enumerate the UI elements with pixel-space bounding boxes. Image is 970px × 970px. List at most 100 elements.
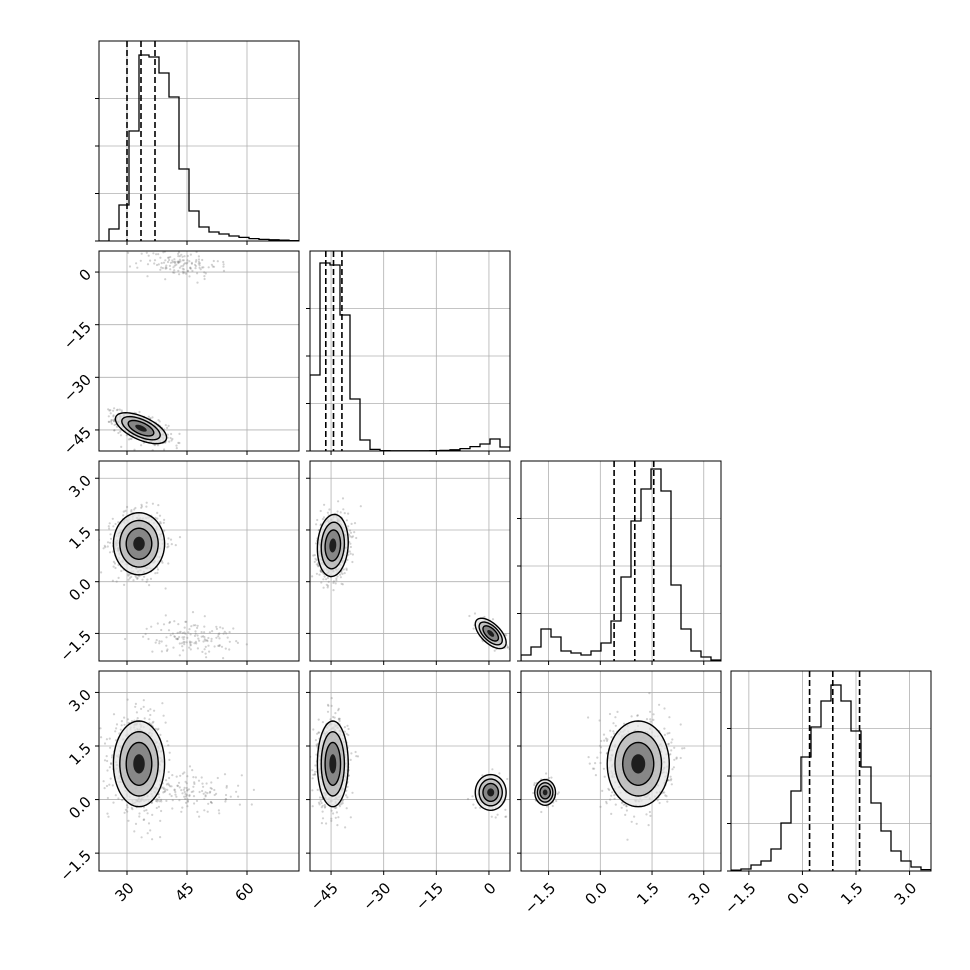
- sample-point: [323, 503, 326, 506]
- sample-point: [193, 802, 196, 805]
- sample-point: [126, 810, 129, 813]
- sample-point: [198, 639, 201, 642]
- sample-point: [228, 648, 231, 651]
- sample-point: [103, 787, 106, 790]
- sample-point: [195, 248, 197, 250]
- sample-point: [315, 542, 318, 545]
- sample-point: [105, 738, 108, 741]
- sample-point: [103, 544, 106, 548]
- sample-point: [320, 806, 323, 809]
- sample-point: [323, 803, 326, 807]
- sample-point: [334, 582, 337, 585]
- sample-point: [332, 812, 335, 815]
- sample-point: [165, 783, 168, 786]
- sample-point: [472, 627, 475, 630]
- sample-point: [147, 709, 150, 713]
- sample-point: [168, 621, 171, 625]
- density-contour: [320, 521, 346, 570]
- sample-point: [147, 415, 150, 418]
- sample-point: [345, 794, 348, 797]
- sample-point: [148, 584, 151, 587]
- sample-point: [206, 810, 209, 813]
- histogram-step: [310, 262, 510, 451]
- sample-point: [338, 805, 341, 808]
- density-core: [329, 538, 337, 553]
- sample-point: [145, 501, 148, 504]
- sample-point: [210, 801, 213, 805]
- sample-point: [320, 822, 323, 825]
- sample-point: [127, 573, 130, 576]
- sample-point: [106, 759, 109, 763]
- sample-point: [172, 266, 175, 269]
- sample-point: [184, 262, 187, 265]
- sample-point: [330, 697, 333, 700]
- scatter-panel-p0-p2: [98, 460, 300, 662]
- sample-point: [198, 266, 201, 269]
- hist-panel-p1: [306, 250, 511, 452]
- sample-point: [110, 422, 113, 425]
- sample-point: [191, 769, 194, 772]
- sample-point: [321, 810, 324, 813]
- sample-point: [240, 774, 243, 777]
- sample-point: [112, 409, 115, 412]
- sample-point: [204, 652, 207, 655]
- sample-point: [140, 252, 143, 255]
- sample-point: [106, 541, 110, 544]
- sample-point: [127, 574, 130, 577]
- sample-point: [178, 636, 181, 639]
- sample-point: [186, 254, 189, 258]
- sample-point: [649, 718, 652, 721]
- sample-point: [336, 824, 339, 827]
- sample-point: [321, 817, 325, 820]
- sample-point: [332, 589, 335, 592]
- density-contour: [119, 731, 159, 797]
- sample-point: [135, 262, 138, 265]
- sample-point: [190, 261, 193, 264]
- sample-point: [160, 640, 163, 643]
- sample-point: [630, 820, 633, 823]
- sample-point: [108, 409, 111, 412]
- density-core: [487, 788, 495, 797]
- sample-point: [205, 656, 208, 659]
- sample-point: [177, 269, 180, 272]
- sample-point: [156, 517, 159, 520]
- sample-point: [104, 546, 107, 549]
- sample-point: [652, 713, 655, 716]
- sample-point: [165, 649, 169, 653]
- sample-point: [113, 429, 116, 432]
- sample-point: [160, 809, 163, 813]
- sample-point: [200, 776, 203, 779]
- sample-point: [186, 800, 189, 803]
- sample-point: [178, 273, 181, 276]
- sample-point: [109, 409, 112, 412]
- sample-point: [329, 718, 332, 721]
- sample-point: [193, 634, 197, 638]
- sample-point: [326, 511, 329, 514]
- sample-point: [319, 569, 322, 573]
- sample-point: [192, 785, 195, 788]
- sample-point: [220, 645, 224, 648]
- sample-point: [625, 809, 629, 812]
- sample-point: [187, 631, 190, 634]
- sample-point: [108, 783, 111, 786]
- sample-point: [606, 738, 609, 741]
- sample-point: [620, 806, 623, 809]
- sample-point: [350, 536, 353, 539]
- sample-point: [142, 705, 145, 709]
- sample-point: [127, 578, 130, 581]
- sample-point: [635, 822, 638, 825]
- sample-point: [203, 277, 206, 281]
- sample-point: [237, 795, 240, 798]
- sample-point: [107, 525, 110, 528]
- sample-point: [210, 781, 213, 784]
- sample-point: [154, 727, 157, 730]
- sample-point: [347, 512, 350, 515]
- sample-point: [591, 767, 595, 770]
- sample-point: [328, 508, 331, 511]
- density-contour: [482, 625, 500, 642]
- sample-point: [169, 634, 172, 637]
- sample-point: [108, 551, 112, 554]
- sample-point: [111, 754, 114, 757]
- sample-point: [170, 439, 173, 442]
- sample-point: [491, 618, 495, 621]
